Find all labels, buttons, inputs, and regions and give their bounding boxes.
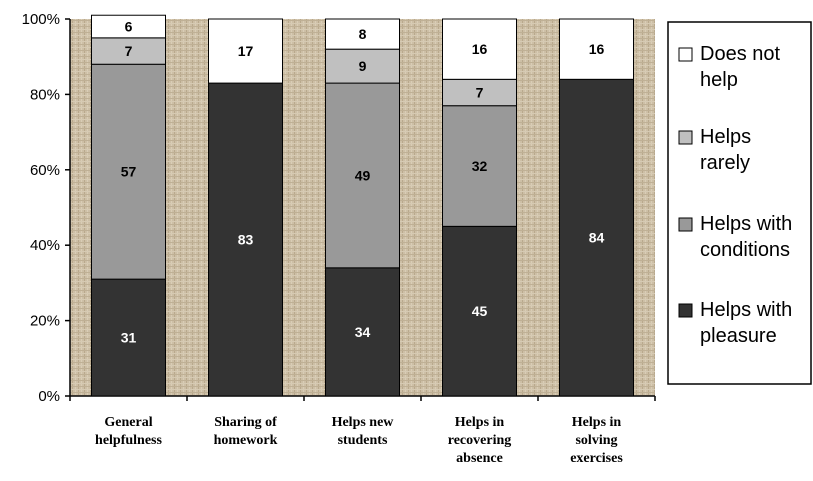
data-label: 8 [359, 26, 367, 42]
y-tick-label: 100% [22, 11, 60, 28]
bar-segment [325, 82, 400, 269]
data-label: 32 [472, 158, 488, 174]
bar-segment [442, 18, 517, 80]
legend-label: Does not help [700, 43, 780, 91]
bar-segment [208, 82, 283, 397]
data-label: 6 [125, 19, 133, 35]
bar-segment [442, 78, 517, 107]
legend-label: Helps rarely [700, 126, 751, 174]
x-tick-label: Helps in solving exercises [570, 415, 623, 466]
bar-segment [208, 18, 283, 84]
bar-segment [325, 48, 400, 84]
legend-swatch [678, 47, 693, 62]
x-tick-label: Helps in recovering absence [448, 415, 512, 466]
y-tick-label: 60% [30, 162, 60, 179]
y-tick-label: 20% [30, 313, 60, 330]
y-tick-label: 0% [38, 388, 60, 405]
data-label: 7 [476, 85, 484, 101]
legend-swatch [678, 303, 693, 318]
bar-segment [91, 278, 166, 397]
y-tick-label: 40% [30, 237, 60, 254]
bar-segment [442, 105, 517, 227]
data-label: 9 [359, 58, 367, 74]
data-label: 83 [238, 232, 254, 248]
bar-segment [325, 267, 400, 397]
data-label: 16 [472, 41, 488, 57]
x-tick-label: Helps new students [332, 415, 395, 448]
legend-label: Helps with conditions [700, 213, 792, 261]
legend: Does not help Helps rarely Helps with conditi… [667, 21, 812, 385]
legend-swatch [678, 130, 693, 145]
data-label: 49 [355, 167, 371, 183]
bar-segment [559, 78, 634, 397]
data-label: 45 [472, 303, 488, 319]
data-label: 34 [355, 324, 371, 340]
plot-area: 0% 20% 40% 60% 80% 100% 31 57 7 6 General helpfulne… [22, 11, 656, 466]
data-label: 16 [589, 41, 605, 57]
data-label: 17 [238, 43, 254, 59]
data-label: 31 [121, 330, 137, 346]
legend-label: Helps with pleasure [700, 299, 792, 347]
data-label: 57 [121, 164, 137, 180]
legend-swatch [678, 217, 693, 232]
bar-segment [442, 225, 517, 397]
bar-segment [91, 37, 166, 65]
bar-segment [91, 14, 166, 39]
x-tick-label: General helpfulness [95, 415, 162, 448]
data-label: 7 [125, 43, 133, 59]
bar-segment [91, 63, 166, 280]
bar-segment [325, 18, 400, 50]
legend-box [667, 21, 812, 385]
data-label: 84 [589, 230, 605, 246]
x-tick-label: Sharing of homework [214, 415, 278, 448]
bar-segment [559, 18, 634, 80]
y-tick-label: 80% [30, 86, 60, 103]
